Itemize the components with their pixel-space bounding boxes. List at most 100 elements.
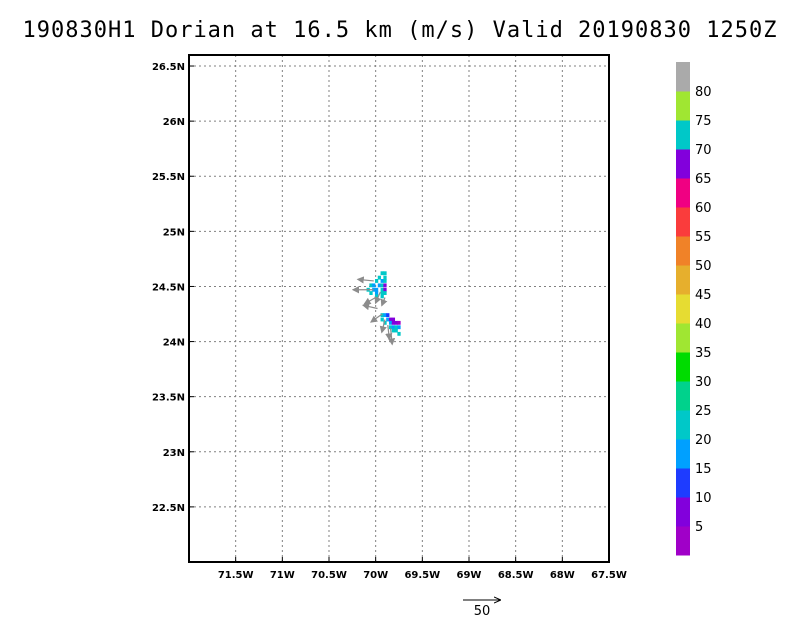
- wind-speed-cell: [380, 294, 384, 299]
- lat-tick-label: 23N: [163, 448, 185, 459]
- lon-tick-label: 70.5W: [311, 570, 347, 581]
- colorbar-label: 10: [695, 491, 712, 506]
- colorbar-swatch: [676, 381, 690, 411]
- wind-speed-cell: [383, 313, 387, 318]
- colorbar-label: 65: [695, 172, 712, 187]
- wind-speed-cell: [388, 317, 393, 322]
- wind-speed-cell: [391, 328, 396, 333]
- lat-tick-label: 23.5N: [152, 393, 185, 404]
- wind-vector: [363, 296, 376, 305]
- colorbar-swatch: [676, 62, 690, 92]
- wind-vector: [379, 319, 387, 334]
- wind-speed-cell: [386, 313, 390, 318]
- colorbar-swatch: [676, 497, 690, 527]
- grid-lines: [189, 55, 610, 562]
- wind-speed-cell: [394, 328, 398, 333]
- wind-speed-cell: [388, 325, 393, 330]
- colorbar-swatch: [676, 323, 690, 353]
- wind-speed-cell: [394, 325, 398, 330]
- wind-speed-cell: [394, 320, 398, 325]
- colorbar-swatch: [676, 178, 690, 208]
- lon-tick-label: 67.5W: [591, 570, 627, 581]
- wind-vector: [370, 313, 383, 323]
- wind-vector: [388, 328, 396, 346]
- colorbar-label: 30: [695, 375, 712, 390]
- reference-vector: 50: [463, 600, 500, 618]
- wind-speed-cell: [397, 325, 401, 330]
- wind-vector: [380, 297, 388, 307]
- wind-speed-cell: [383, 287, 387, 292]
- colorbar-swatch: [676, 352, 690, 382]
- wind-speed-cell: [380, 317, 384, 322]
- lat-tick-label: 25.5N: [152, 172, 185, 183]
- colorbar-swatch: [676, 149, 690, 179]
- colorbar-label: 75: [695, 114, 712, 129]
- colorbar-label: 40: [695, 317, 712, 332]
- wind-vector: [361, 303, 378, 311]
- colorbar-label: 60: [695, 201, 712, 216]
- map-title: 190830H1 Dorian at 16.5 km (m/s) Valid 2…: [22, 18, 778, 43]
- axis-ticks: 71.5W 71W 70.5W 70W 69.5W 69W 68.5W 68W 67.5W 22.…: [152, 62, 627, 581]
- wind-speed-cell: [374, 287, 379, 292]
- wind-speed-cell: [369, 291, 373, 295]
- lon-tick-label: 70W: [363, 570, 388, 581]
- wind-speed-cell: [377, 275, 382, 280]
- colorbar-swatch: [676, 120, 690, 150]
- lat-tick-label: 26.5N: [152, 62, 185, 73]
- wind-speed-cell: [383, 279, 387, 283]
- wind-speed-cell: [380, 313, 384, 318]
- wind-speed-cell: [374, 291, 379, 295]
- wind-speed-cell: [383, 291, 387, 295]
- wind-vector: [374, 291, 382, 305]
- colorbar-label: 5: [695, 520, 703, 535]
- colorbar-label: 15: [695, 462, 712, 477]
- wind-speed-cell: [372, 283, 376, 288]
- colorbar-swatch: [676, 439, 690, 469]
- colorbar-swatch: [676, 236, 690, 266]
- colorbar-swatch: [676, 91, 690, 121]
- lat-tick-label: 22.5N: [152, 503, 185, 514]
- colorbar-swatch: [676, 526, 690, 556]
- wind-speed-cell: [383, 271, 387, 276]
- reference-vector-label: 50: [474, 604, 491, 618]
- lon-tick-label: 69.5W: [404, 570, 440, 581]
- colorbar-swatch: [676, 468, 690, 498]
- wind-vector: [385, 324, 393, 341]
- wind-speed-cell: [380, 291, 384, 295]
- colorbar-label: 20: [695, 433, 712, 448]
- wind-speed-cell: [383, 320, 387, 325]
- wind-speed-cell: [383, 275, 387, 280]
- wind-speed-cell: [391, 320, 396, 325]
- wind-vectors: [351, 276, 396, 346]
- wind-speed-cell: [380, 287, 384, 292]
- colorbar: 5 10 15 20 25 30 35 40 45 50 55 60 65 70 75 80: [676, 62, 712, 556]
- wind-speed-cell: [391, 317, 396, 322]
- colorbar-swatch: [676, 265, 690, 295]
- colorbar-label: 55: [695, 230, 712, 245]
- map-frame: [188, 54, 610, 563]
- colorbar-label: 35: [695, 346, 712, 361]
- lat-tick-label: 26N: [163, 117, 185, 128]
- lon-tick-label: 71W: [270, 570, 295, 581]
- wind-speed-cell: [369, 283, 373, 288]
- colorbar-label: 50: [695, 259, 712, 274]
- colorbar-label: 45: [695, 288, 712, 303]
- wind-speed-cell: [383, 283, 387, 288]
- colorbar-label: 25: [695, 404, 712, 419]
- lon-tick-label: 68.5W: [498, 570, 534, 581]
- wind-speed-cell: [380, 279, 384, 283]
- lat-tick-label: 25N: [163, 227, 185, 238]
- wind-speed-cell: [388, 320, 393, 325]
- wind-speed-cell: [374, 279, 379, 283]
- wind-speed-cell: [380, 271, 384, 276]
- lat-tick-label: 24.5N: [152, 282, 185, 293]
- wind-speed-cell: [391, 325, 396, 330]
- colorbar-swatch: [676, 410, 690, 440]
- wind-speed-cell: [380, 283, 384, 288]
- colorbar-label: 70: [695, 143, 712, 158]
- colorbar-swatch: [676, 294, 690, 324]
- lon-tick-label: 71.5W: [218, 570, 254, 581]
- colorbar-swatch: [676, 207, 690, 237]
- colorbar-label: 80: [695, 85, 712, 100]
